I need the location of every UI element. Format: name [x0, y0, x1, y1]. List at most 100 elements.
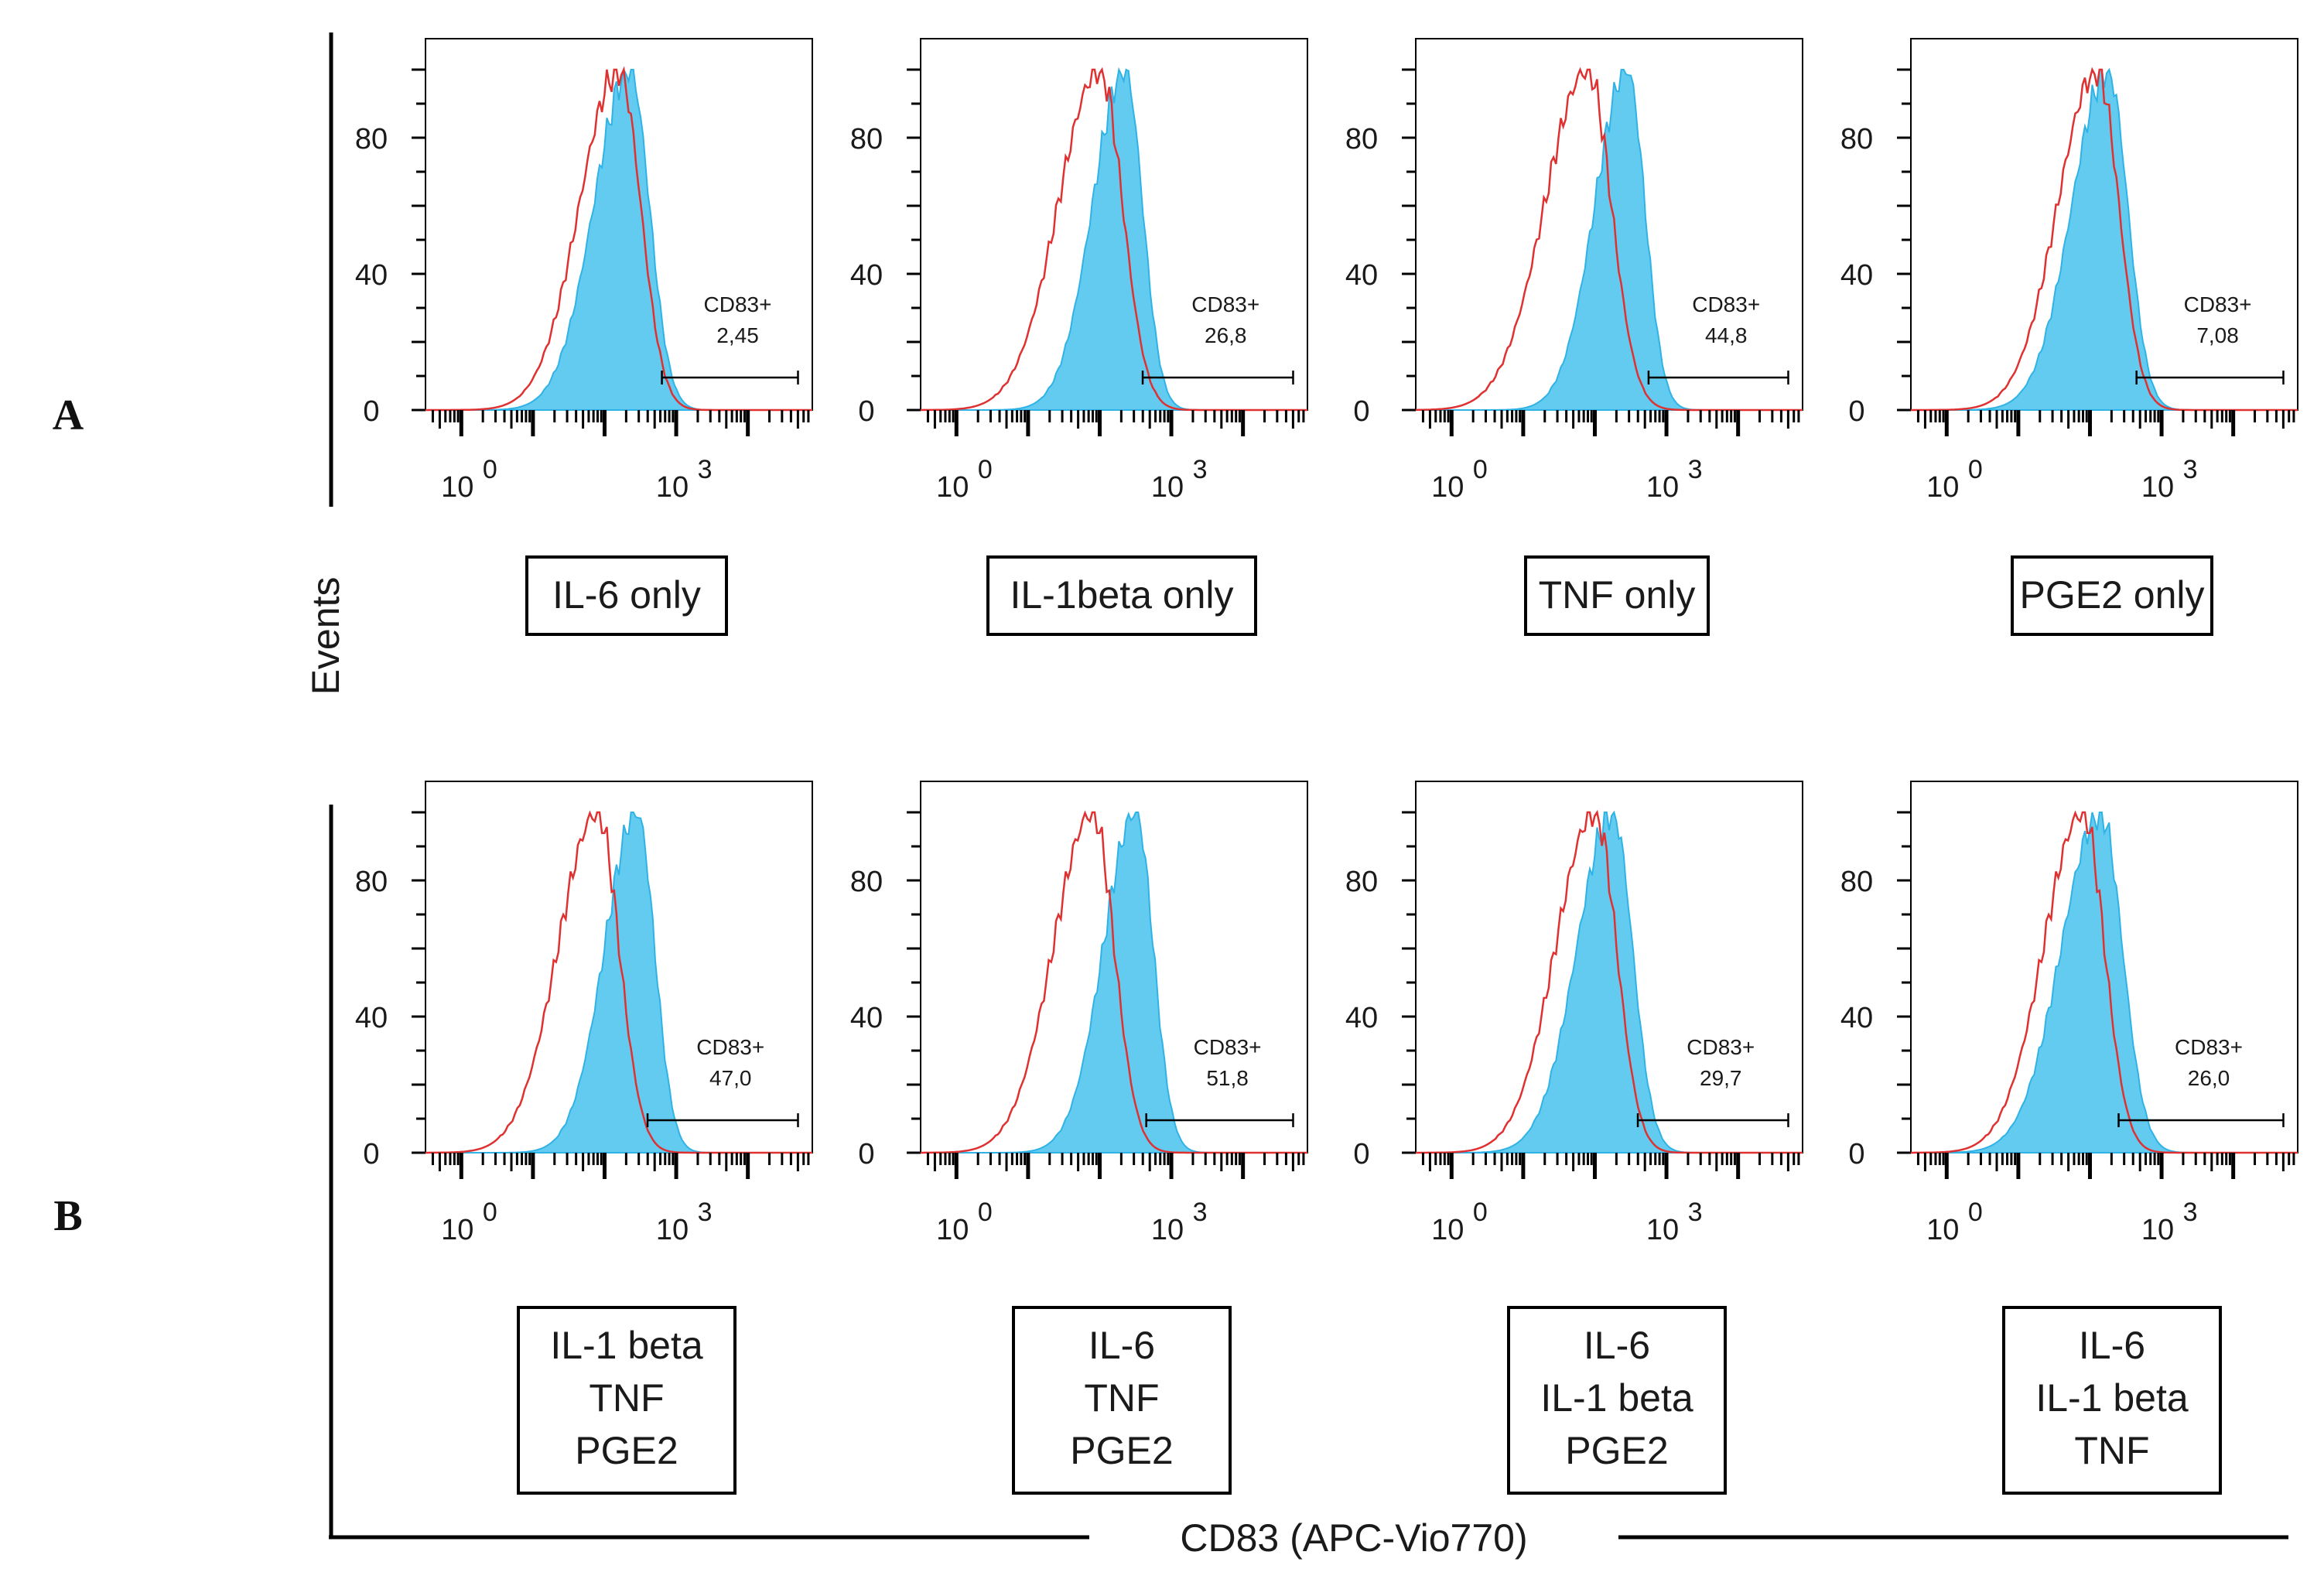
x-tick-label-base: 10: [1431, 471, 1464, 504]
x-tick-label-exponent: 0: [1968, 1198, 1983, 1227]
condition-label-box: [525, 555, 728, 636]
condition-label-line: PGE2: [575, 1429, 678, 1472]
x-tick-label-base: 10: [1646, 1214, 1679, 1246]
y-tick-label: 80: [1840, 866, 1873, 898]
condition-label-line: TNF: [589, 1376, 664, 1420]
condition-label-line: IL-6 only: [552, 573, 701, 617]
gate-value: 26,0: [2188, 1066, 2230, 1090]
x-tick-label-exponent: 3: [698, 455, 713, 484]
condition-label-line: PGE2 only: [2019, 573, 2204, 617]
y-tick-label: 80: [355, 866, 388, 898]
x-tick-label-exponent: 0: [978, 1198, 993, 1227]
histogram-panel: CD83+ 44,8 0 40 80 10 0 10 3 TNF only: [1345, 38, 1803, 636]
gate-value: 29,7: [1700, 1066, 1742, 1090]
x-axis-title: CD83 (APC-Vio770): [1180, 1516, 1527, 1560]
gate-value: 2,45: [716, 323, 759, 347]
y-tick-label: 80: [355, 123, 388, 156]
x-tick-label-exponent: 3: [1193, 1198, 1208, 1227]
gate-value: 7,08: [2196, 323, 2239, 347]
x-tick-label-exponent: 0: [1473, 455, 1488, 484]
y-tick-label: 80: [1840, 123, 1873, 156]
condition-label-line: IL-6: [1584, 1324, 1650, 1367]
x-tick-label-exponent: 3: [1688, 1198, 1703, 1227]
x-tick-label-exponent: 0: [1473, 1198, 1488, 1227]
y-tick-label: 0: [363, 1138, 379, 1171]
x-tick-label-exponent: 0: [1968, 455, 1983, 484]
histogram-panel: CD83+ 26,8 0 40 80 10 0 10 3 IL-1beta only: [850, 38, 1308, 636]
condition-label-line: TNF: [2074, 1429, 2149, 1472]
condition-label-box: [1524, 555, 1710, 636]
x-tick-label-base: 10: [936, 471, 969, 504]
condition-label-line: IL-6: [2079, 1324, 2145, 1367]
x-tick-label-base: 10: [1431, 1214, 1464, 1246]
condition-label-line: PGE2: [1565, 1429, 1668, 1472]
y-tick-label: 40: [1840, 259, 1873, 292]
x-tick-label-base: 10: [656, 1214, 689, 1246]
histogram-panel: CD83+ 26,0 0 40 80 10 0 10 3 IL-6 IL-1 beta TNF: [1840, 781, 2298, 1495]
y-tick-label: 0: [1353, 395, 1369, 428]
gate-label: CD83+: [1194, 1035, 1262, 1059]
x-tick-label-base: 10: [441, 471, 473, 504]
y-axis-title: Events: [304, 577, 347, 696]
y-tick-label: 0: [1848, 1138, 1864, 1171]
gate-label: CD83+: [2175, 1035, 2243, 1059]
y-tick-label: 40: [1345, 259, 1378, 292]
gate-value: 26,8: [1205, 323, 1247, 347]
condition-label-box: [2011, 555, 2213, 636]
x-tick-label-base: 10: [2141, 471, 2174, 504]
histogram-panel: CD83+ 51,8 0 40 80 10 0 10 3 IL-6 TNF PGE2: [850, 781, 1308, 1495]
x-tick-label-exponent: 3: [1193, 455, 1208, 484]
x-tick-label-exponent: 3: [2183, 1198, 2198, 1227]
x-tick-label-base: 10: [1151, 1214, 1184, 1246]
condition-label-line: PGE2: [1070, 1429, 1173, 1472]
y-tick-label: 40: [355, 259, 388, 292]
condition-label-box: [1012, 1306, 1232, 1495]
x-tick-label-exponent: 0: [483, 455, 497, 484]
condition-label-line: TNF only: [1539, 573, 1696, 617]
x-tick-label-exponent: 0: [483, 1198, 497, 1227]
y-tick-label: 0: [858, 1138, 874, 1171]
x-tick-label-exponent: 3: [2183, 455, 2198, 484]
histogram-panel: CD83+ 47,0 0 40 80 10 0 10 3 IL-1 beta TNF PGE2: [355, 781, 813, 1495]
x-tick-label-exponent: 3: [698, 1198, 713, 1227]
gate-value: 44,8: [1705, 323, 1748, 347]
condition-label-line: IL-6: [1089, 1324, 1155, 1367]
x-tick-label-base: 10: [1646, 471, 1679, 504]
y-tick-label: 80: [1345, 866, 1378, 898]
x-tick-label-base: 10: [441, 1214, 473, 1246]
row-label-a: A: [53, 391, 84, 439]
x-tick-label-base: 10: [1926, 1214, 1959, 1246]
y-tick-label: 40: [1345, 1002, 1378, 1034]
condition-label-box: [986, 555, 1257, 636]
gate-label: CD83+: [1692, 292, 1760, 316]
gate-label: CD83+: [696, 1035, 764, 1059]
histogram-panels: CD83+ 2,45 0 40 80 10 0 10 3 IL-6 only CD83+ 26,8 0 4…: [355, 38, 2298, 1495]
gate-value: 51,8: [1206, 1066, 1249, 1090]
y-tick-label: 0: [1353, 1138, 1369, 1171]
condition-label-box: [517, 1306, 737, 1495]
condition-label-box: [2002, 1306, 2222, 1495]
row-label-b: B: [53, 1192, 82, 1240]
y-tick-label: 40: [1840, 1002, 1873, 1034]
gate-label: CD83+: [1687, 1035, 1755, 1059]
histogram-panel: CD83+ 7,08 0 40 80 10 0 10 3 PGE2 only: [1840, 38, 2298, 636]
x-tick-label-exponent: 0: [978, 455, 993, 484]
histogram-panel: CD83+ 2,45 0 40 80 10 0 10 3 IL-6 only: [355, 38, 813, 636]
y-tick-label: 80: [850, 123, 883, 156]
x-tick-label-base: 10: [1151, 471, 1184, 504]
condition-label-line: IL-1 beta: [550, 1324, 703, 1367]
x-tick-label-base: 10: [936, 1214, 969, 1246]
x-tick-label-base: 10: [656, 471, 689, 504]
x-tick-label-exponent: 3: [1688, 455, 1703, 484]
y-tick-label: 0: [363, 395, 379, 428]
condition-label-line: IL-1 beta: [2035, 1376, 2189, 1420]
condition-label-line: TNF: [1084, 1376, 1159, 1420]
y-tick-label: 0: [1848, 395, 1864, 428]
condition-label-box: [1507, 1306, 1727, 1495]
x-tick-label-base: 10: [2141, 1214, 2174, 1246]
y-tick-label: 80: [1345, 123, 1378, 156]
condition-label-line: IL-1 beta: [1540, 1376, 1693, 1420]
y-tick-label: 40: [355, 1002, 388, 1034]
x-tick-label-base: 10: [1926, 471, 1959, 504]
y-tick-label: 40: [850, 1002, 883, 1034]
